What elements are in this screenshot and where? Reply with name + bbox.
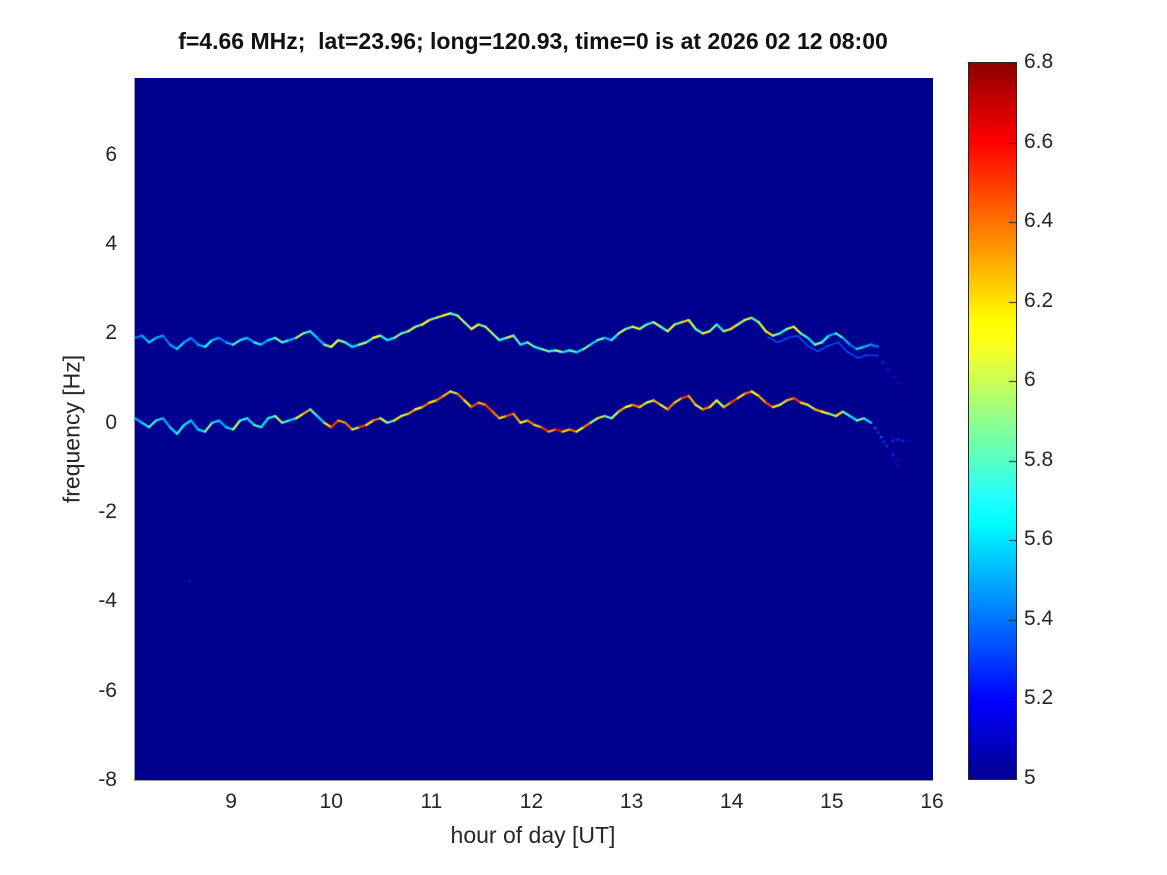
colorbar (968, 62, 1017, 780)
ctick-label: 5 (1024, 766, 1036, 789)
ctick-label: 5.4 (1024, 606, 1054, 630)
spectrogram-plot (134, 78, 933, 781)
ytick-label: 6 (105, 142, 117, 166)
ctick-label: 6.6 (1024, 129, 1054, 153)
ctick-label: 5.6 (1024, 527, 1054, 551)
ytick-label: -8 (98, 768, 117, 791)
xtick-label: 10 (319, 790, 343, 813)
x-axis-label: hour of day [UT] (450, 822, 616, 848)
chart-title: f=4.66 MHz; lat=23.96; long=120.93, time… (178, 28, 888, 54)
xtick-label: 12 (519, 790, 544, 813)
ctick-label: 6.2 (1024, 288, 1054, 312)
ytick-label: 0 (105, 410, 117, 434)
ytick-label: -2 (98, 500, 117, 524)
ctick-label: 6.4 (1024, 209, 1054, 233)
xtick-label: 16 (920, 790, 944, 813)
ytick-label: 2 (105, 321, 117, 345)
ytick-label: -4 (98, 589, 117, 613)
xtick-label: 11 (420, 790, 443, 813)
xtick-label: 15 (820, 790, 844, 813)
ctick-label: 5.8 (1024, 447, 1054, 471)
xtick-label: 13 (619, 790, 644, 813)
ctick-label: 5.2 (1024, 686, 1054, 710)
ytick-label: 4 (105, 232, 117, 256)
ytick-label: -6 (98, 678, 117, 702)
xtick-label: 14 (720, 790, 744, 813)
ctick-label: 6 (1024, 368, 1036, 392)
ctick-label: 6.8 (1024, 50, 1054, 73)
xtick-label: 9 (225, 790, 237, 813)
